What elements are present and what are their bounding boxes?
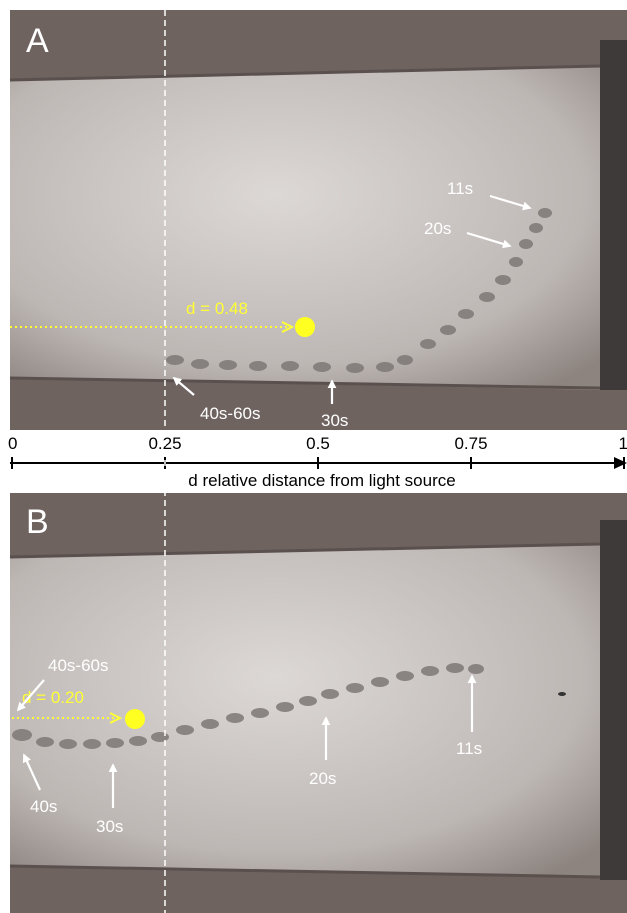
- centroid: [125, 709, 145, 729]
- centroid: [295, 317, 315, 337]
- annotation: 40s: [30, 797, 57, 816]
- tick-label: 0: [8, 434, 17, 453]
- annotation: 40s-60s: [200, 404, 260, 423]
- wall: [600, 520, 627, 880]
- annotation: 20s: [424, 219, 451, 238]
- arena: [10, 65, 600, 390]
- annotation: 30s: [321, 411, 348, 430]
- wall: [600, 40, 627, 390]
- annotation: 40s-60s: [48, 656, 108, 675]
- panel-b: B d = 0.20 40s-60s 40s 30s 20s 11s: [9, 493, 627, 913]
- annotation: 11s: [447, 179, 473, 198]
- trajectory: [12, 663, 566, 749]
- axis: d relative distance from light source 0 0…: [8, 434, 627, 490]
- annotation: 20s: [309, 769, 336, 788]
- trajectory: [166, 208, 552, 373]
- panel-a: A d = 0.48 11s 20s 30s 40s-60s: [9, 10, 627, 430]
- d-label: d = 0.48: [186, 299, 248, 318]
- arena: [10, 543, 600, 878]
- tick-label: 0.75: [454, 434, 487, 453]
- tick-label: 0.5: [306, 434, 330, 453]
- d-label: d = 0.20: [22, 688, 84, 707]
- panel-label: B: [26, 503, 49, 541]
- annotation: 30s: [96, 817, 123, 836]
- tick-label: 1: [619, 434, 627, 453]
- annotation: 11s: [456, 739, 482, 758]
- axis-label: d relative distance from light source: [188, 471, 455, 490]
- panel-label: A: [26, 22, 49, 60]
